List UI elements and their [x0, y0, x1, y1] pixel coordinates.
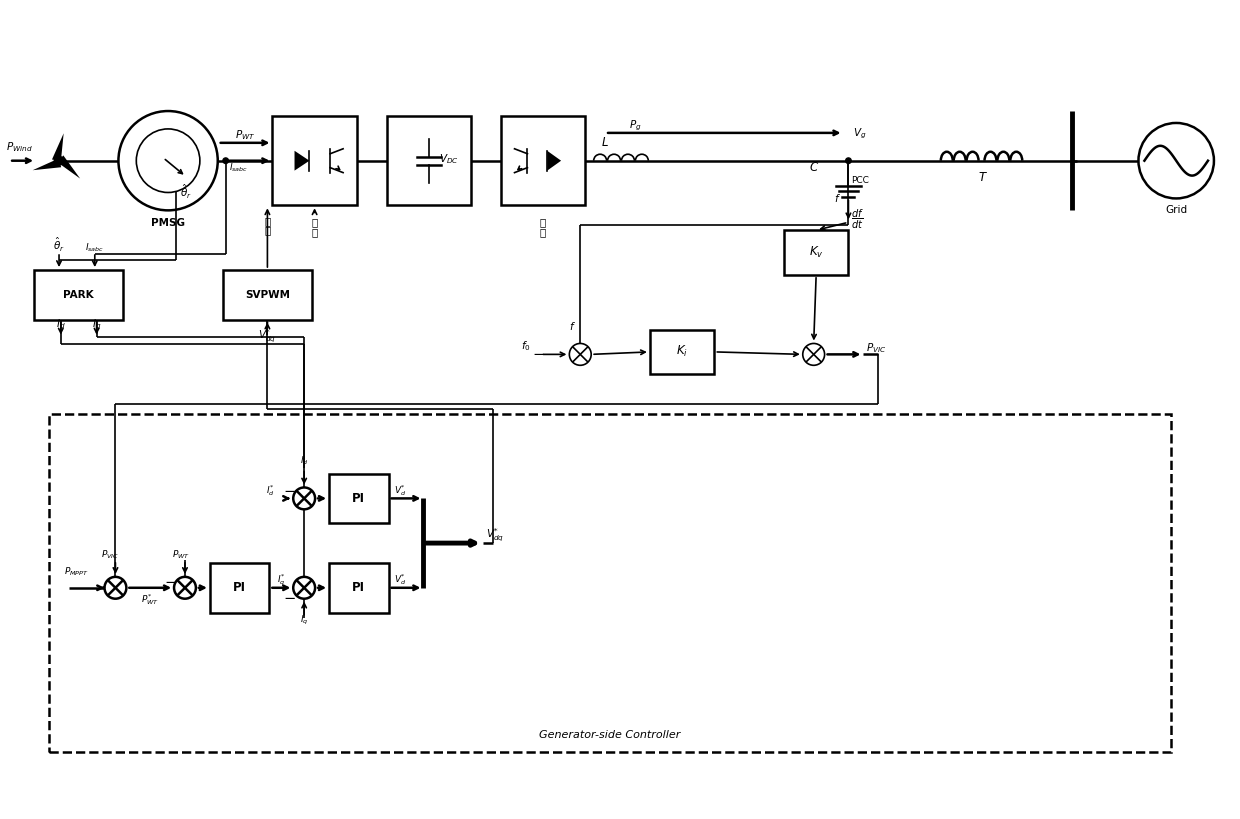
- Text: $I_{sabc}$: $I_{sabc}$: [86, 241, 104, 254]
- Text: $-$: $-$: [283, 589, 295, 604]
- Bar: [210, 563, 269, 613]
- Polygon shape: [295, 151, 310, 170]
- Text: $-$: $-$: [532, 345, 544, 360]
- Text: $P_{MPPT}$: $P_{MPPT}$: [63, 565, 88, 578]
- Text: PI: PI: [352, 492, 366, 505]
- Circle shape: [846, 158, 851, 164]
- Text: $\dfrac{df}{dt}$: $\dfrac{df}{dt}$: [852, 208, 864, 232]
- Text: 机: 机: [311, 217, 317, 228]
- Text: $P_{WT}$: $P_{WT}$: [234, 128, 255, 142]
- Text: $V_d^{*}$: $V_d^{*}$: [393, 572, 405, 587]
- Text: PI: PI: [352, 581, 366, 595]
- Polygon shape: [52, 133, 63, 161]
- Bar: [387, 116, 471, 206]
- Text: $V_{dq}^{*}$: $V_{dq}^{*}$: [486, 527, 503, 544]
- Text: $V_g$: $V_g$: [853, 126, 867, 141]
- Text: $f$: $f$: [833, 192, 841, 205]
- Text: SVPWM: SVPWM: [246, 290, 290, 300]
- Circle shape: [104, 577, 126, 599]
- Polygon shape: [32, 159, 61, 170]
- Text: $P_{VIC}$: $P_{VIC}$: [867, 342, 887, 355]
- Text: $K_i$: $K_i$: [676, 344, 688, 360]
- Bar: [33, 270, 124, 319]
- Text: $T$: $T$: [977, 170, 987, 183]
- Text: 侧: 侧: [539, 227, 546, 238]
- Text: $C$: $C$: [808, 161, 818, 174]
- Text: Generator-side Controller: Generator-side Controller: [539, 730, 681, 740]
- Bar: [48, 414, 1172, 752]
- Text: PI: PI: [233, 581, 246, 595]
- Text: $f_0$: $f_0$: [521, 339, 531, 353]
- Circle shape: [174, 577, 196, 599]
- Text: $P_{Wind}$: $P_{Wind}$: [6, 140, 33, 154]
- Text: $I_d^{*}$: $I_d^{*}$: [265, 483, 274, 498]
- Text: 网: 网: [539, 217, 546, 228]
- Bar: [650, 329, 714, 374]
- Text: $P_{VIC}$: $P_{VIC}$: [102, 549, 119, 562]
- Bar: [329, 563, 388, 613]
- Text: $-$: $-$: [164, 573, 176, 588]
- Circle shape: [55, 156, 63, 165]
- Text: $V_{DC}$: $V_{DC}$: [439, 152, 459, 165]
- Text: $I_d$: $I_d$: [300, 455, 309, 467]
- Text: Grid: Grid: [1166, 206, 1187, 215]
- Bar: [784, 230, 848, 275]
- Bar: [273, 116, 357, 206]
- Text: $P_{WT}$: $P_{WT}$: [172, 549, 190, 562]
- Text: $I_q^{*}$: $I_q^{*}$: [278, 572, 285, 588]
- Bar: [329, 473, 388, 523]
- Text: PMSG: PMSG: [151, 219, 185, 229]
- Circle shape: [802, 343, 825, 365]
- Bar: [223, 270, 312, 319]
- Text: $P_{WT}^{*}$: $P_{WT}^{*}$: [141, 592, 159, 607]
- Text: 侧: 侧: [311, 227, 317, 238]
- Text: $I_q$: $I_q$: [300, 614, 309, 627]
- Text: $\hat{\theta}_r$: $\hat{\theta}_r$: [53, 236, 64, 254]
- Circle shape: [223, 158, 228, 164]
- Text: PCC: PCC: [852, 175, 869, 184]
- Polygon shape: [547, 151, 562, 170]
- Bar: [501, 116, 585, 206]
- Text: 机: 机: [264, 216, 270, 226]
- Text: $V_{dq}^{*}$: $V_{dq}^{*}$: [258, 328, 277, 345]
- Text: $I_{sabc}$: $I_{sabc}$: [228, 161, 248, 174]
- Text: PARK: PARK: [63, 290, 94, 300]
- Text: 侧: 侧: [264, 225, 270, 235]
- Text: $V_d^{*}$: $V_d^{*}$: [393, 483, 405, 498]
- Text: $L$: $L$: [601, 136, 609, 149]
- Text: $I_d$: $I_d$: [56, 318, 66, 332]
- Circle shape: [569, 343, 591, 365]
- Circle shape: [293, 577, 315, 599]
- Text: $f$: $f$: [569, 319, 575, 332]
- Circle shape: [293, 487, 315, 509]
- Text: $\hat{\theta}_r$: $\hat{\theta}_r$: [180, 183, 192, 201]
- Text: $P_g$: $P_g$: [629, 118, 641, 133]
- Text: $K_v$: $K_v$: [808, 245, 823, 260]
- Polygon shape: [57, 156, 81, 179]
- Text: $I_q$: $I_q$: [92, 318, 102, 333]
- Text: $-$: $-$: [283, 482, 295, 497]
